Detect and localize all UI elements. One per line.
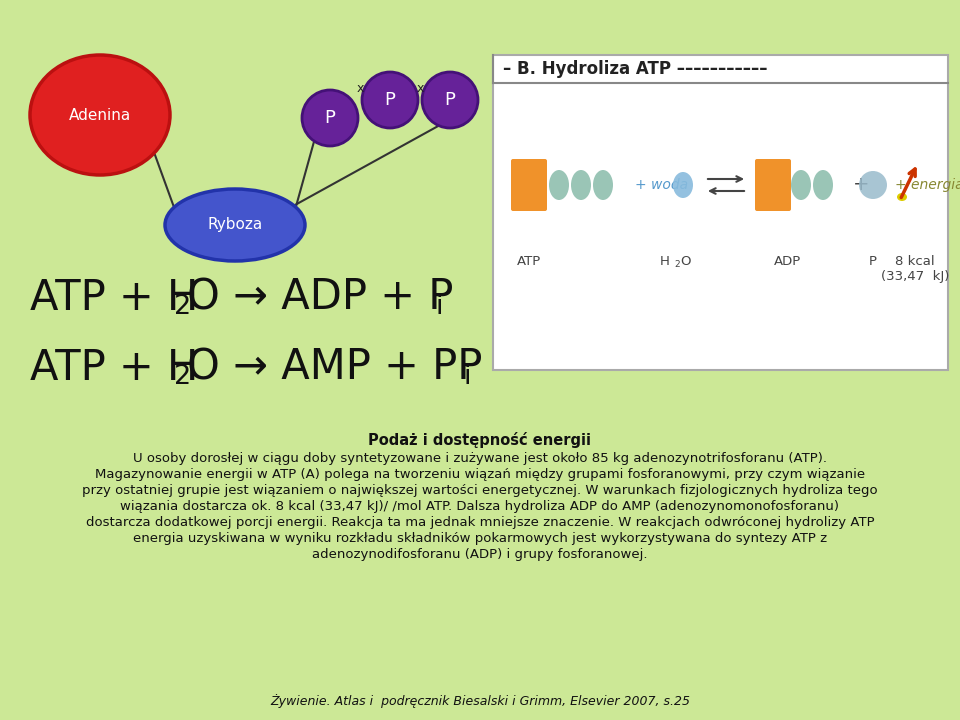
Text: – B. Hydroliza ATP –––––––––––: – B. Hydroliza ATP –––––––––––	[503, 60, 767, 78]
Ellipse shape	[30, 55, 170, 175]
Text: + energia: + energia	[895, 178, 960, 192]
FancyBboxPatch shape	[493, 55, 948, 370]
Text: 2: 2	[174, 364, 191, 390]
Text: + woda: + woda	[635, 178, 688, 192]
FancyBboxPatch shape	[755, 159, 791, 211]
Text: P: P	[324, 109, 335, 127]
Text: x: x	[356, 81, 364, 94]
Text: przy ostatniej grupie jest wiązaniem o największej wartości energetycznej. W war: przy ostatniej grupie jest wiązaniem o n…	[83, 484, 877, 497]
Circle shape	[859, 171, 887, 199]
Text: ADP: ADP	[775, 255, 802, 268]
Text: ATP: ATP	[516, 255, 541, 268]
Ellipse shape	[571, 170, 591, 200]
Ellipse shape	[165, 189, 305, 261]
Text: ATP + H: ATP + H	[30, 347, 199, 389]
Text: 8 kcal
(33,47  kJ): 8 kcal (33,47 kJ)	[881, 255, 949, 283]
Text: i: i	[435, 294, 443, 320]
Text: Ryboza: Ryboza	[207, 217, 263, 233]
Text: Magazynowanie energii w ATP (A) polega na tworzeniu wiązań między grupami fosfor: Magazynowanie energii w ATP (A) polega n…	[95, 468, 865, 481]
Text: H: H	[660, 255, 670, 268]
Text: ATP + H: ATP + H	[30, 277, 199, 319]
Ellipse shape	[673, 172, 693, 198]
Text: O → ADP + P: O → ADP + P	[187, 277, 453, 319]
Text: P: P	[444, 91, 455, 109]
Text: Żywienie. Atlas i  podręcznik Biesalski i Grimm, Elsevier 2007, s.25: Żywienie. Atlas i podręcznik Biesalski i…	[270, 694, 690, 708]
Text: wiązania dostarcza ok. 8 kcal (33,47 kJ)/ /mol ATP. Dalsza hydroliza ADP do AMP : wiązania dostarcza ok. 8 kcal (33,47 kJ)…	[121, 500, 839, 513]
Circle shape	[362, 72, 418, 128]
Text: O: O	[680, 255, 690, 268]
Text: adenozynodifosforanu (ADP) i grupy fosforanowej.: adenozynodifosforanu (ADP) i grupy fosfo…	[312, 548, 648, 561]
Text: 2: 2	[674, 260, 680, 269]
Text: P: P	[385, 91, 396, 109]
Text: dostarcza dodatkowej porcji energii. Reakcja ta ma jednak mniejsze znaczenie. W : dostarcza dodatkowej porcji energii. Rea…	[85, 516, 875, 529]
Ellipse shape	[791, 170, 811, 200]
Text: 2: 2	[174, 294, 191, 320]
Text: i: i	[463, 364, 470, 390]
Text: Podaż i dostępność energii: Podaż i dostępność energii	[369, 432, 591, 448]
Text: Adenina: Adenina	[69, 107, 132, 122]
Ellipse shape	[549, 170, 569, 200]
Circle shape	[302, 90, 358, 146]
Text: energia uzyskiwana w wyniku rozkładu składników pokarmowych jest wykorzystywana : energia uzyskiwana w wyniku rozkładu skł…	[132, 532, 828, 545]
Ellipse shape	[897, 193, 907, 201]
FancyBboxPatch shape	[511, 159, 547, 211]
Text: x: x	[417, 81, 423, 94]
Text: +: +	[853, 176, 870, 194]
Ellipse shape	[593, 170, 613, 200]
Text: O → AMP + PP: O → AMP + PP	[187, 347, 482, 389]
Text: U osoby dorosłej w ciągu doby syntetyzowane i zużywane jest około 85 kg adenozyn: U osoby dorosłej w ciągu doby syntetyzow…	[133, 452, 827, 465]
Ellipse shape	[813, 170, 833, 200]
Text: P: P	[869, 255, 877, 268]
Circle shape	[422, 72, 478, 128]
